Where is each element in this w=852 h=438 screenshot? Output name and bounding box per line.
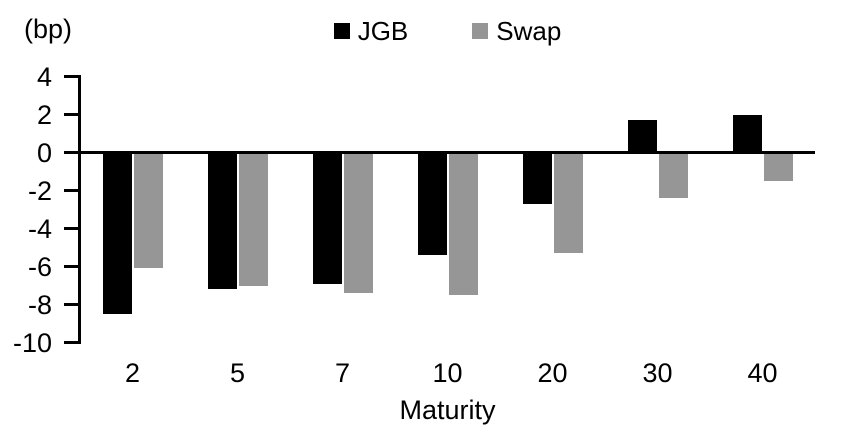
- y-tick-label-0: 0: [36, 137, 52, 168]
- y-tick-label--2: -2: [27, 175, 52, 206]
- legend-label-jgb: JGB: [357, 16, 409, 46]
- bar-jgb-2: [102, 152, 132, 314]
- bar-jgb-10: [417, 152, 447, 256]
- legend-item-jgb: JGB: [333, 16, 409, 46]
- bar-jgb-40: [732, 114, 762, 153]
- y-tick-label--8: -8: [27, 289, 52, 320]
- y-tick-label-2: 2: [36, 99, 52, 130]
- x-tick-label-40: 40: [747, 358, 778, 388]
- y-tick-mark--2: [64, 189, 78, 192]
- bar-swap-2: [133, 152, 163, 269]
- y-tick-mark--10: [64, 341, 78, 344]
- bar-swap-40: [763, 152, 793, 181]
- x-tick-label-2: 2: [124, 358, 141, 388]
- bar-jgb-5: [207, 152, 237, 290]
- y-tick-label--10: -10: [12, 327, 52, 358]
- x-axis-line: [78, 151, 815, 154]
- bar-jgb-7: [312, 152, 342, 284]
- x-tick-label-30: 30: [642, 358, 673, 388]
- legend-swatch-swap-icon: [472, 23, 489, 39]
- y-tick-label-4: 4: [36, 61, 52, 92]
- y-tick-mark--4: [64, 227, 78, 230]
- y-tick-mark-4: [64, 75, 78, 78]
- x-tick-label-7: 7: [334, 358, 351, 388]
- bar-jgb-30: [627, 120, 657, 153]
- bar-swap-30: [658, 152, 688, 199]
- legend-item-swap: Swap: [472, 17, 561, 45]
- y-tick-mark--8: [64, 303, 78, 306]
- bar-swap-7: [343, 152, 373, 294]
- bar-swap-5: [238, 152, 268, 286]
- x-tick-label-20: 20: [537, 358, 568, 388]
- x-tick-label-10: 10: [432, 358, 463, 388]
- y-tick-label--6: -6: [27, 251, 52, 282]
- legend-swatch-jgb-icon: [333, 23, 350, 39]
- x-tick-label-5: 5: [229, 358, 246, 388]
- y-axis-unit-label: (bp): [24, 14, 73, 44]
- y-tick-mark-0: [64, 151, 78, 154]
- y-tick-label--4: -4: [27, 213, 52, 244]
- legend-label-swap: Swap: [496, 16, 562, 46]
- y-axis-line: [78, 75, 81, 344]
- bar-swap-20: [553, 152, 583, 254]
- y-tick-mark-2: [64, 113, 78, 116]
- legend: JGB Swap: [80, 17, 815, 45]
- bar-jgb-20: [522, 152, 552, 204]
- bar-swap-10: [448, 152, 478, 295]
- y-tick-mark--6: [64, 265, 78, 268]
- x-axis-title: Maturity: [399, 395, 496, 425]
